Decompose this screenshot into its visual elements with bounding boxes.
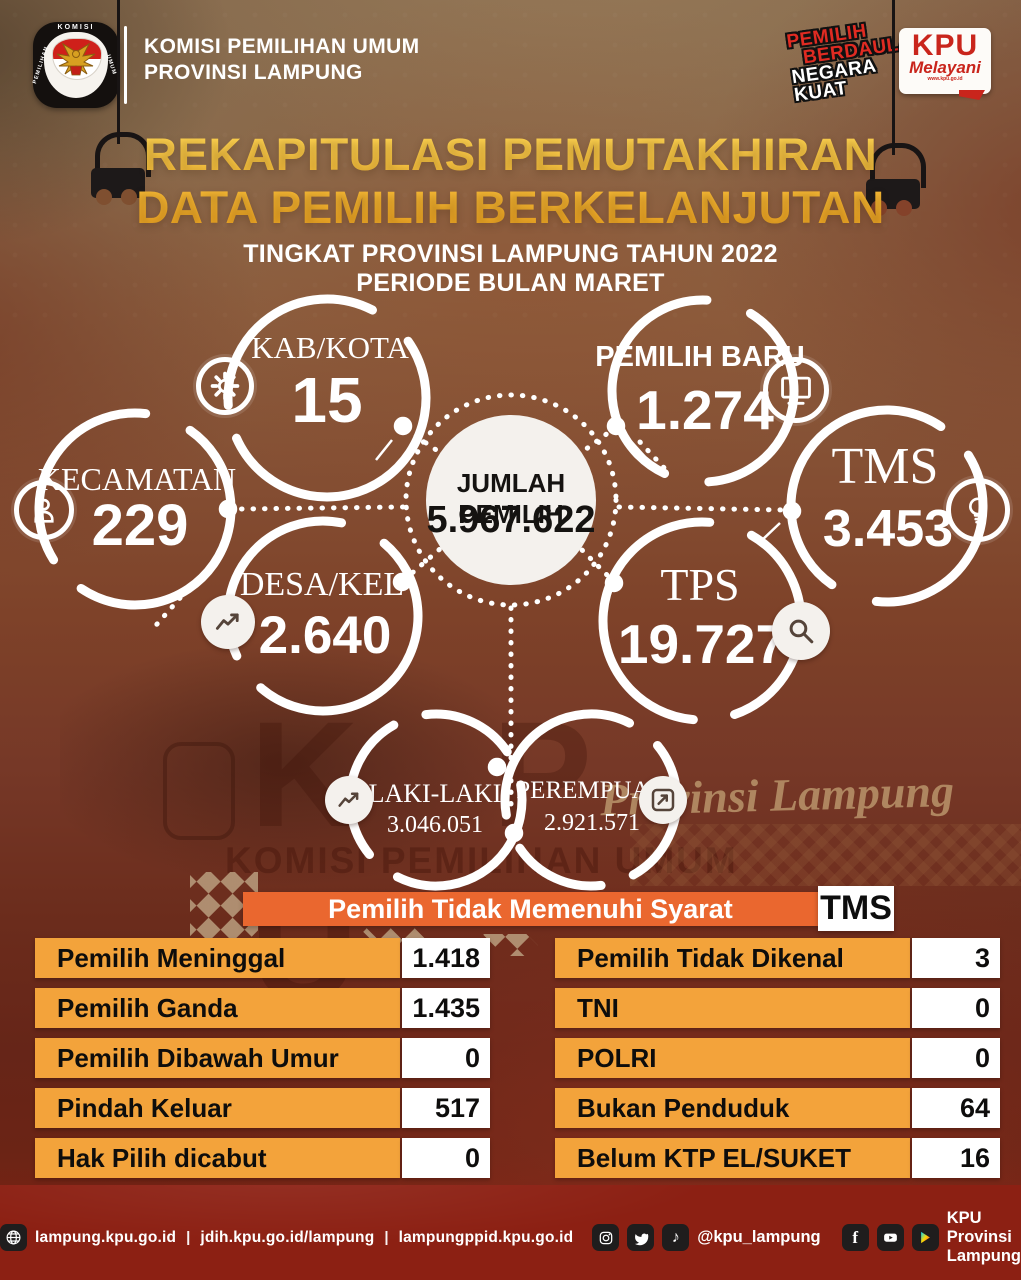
bubble-pemilih-baru-label: PEMILIH BARU [595, 341, 805, 373]
table-row-label: POLRI [555, 1038, 910, 1078]
bubble-kecamatan-label: KECAMATAN [37, 461, 237, 497]
bubble-pemilih-baru-value: 1.274 [636, 379, 774, 441]
table-row-label: Pemilih Meninggal [35, 938, 400, 978]
bubble-laki-laki-value: 3.046.051 [387, 812, 483, 838]
table-row-label: Pemilih Tidak Dikenal [555, 938, 910, 978]
bubble-tms-value: 3.453 [822, 500, 954, 558]
kpu-logo: KOMISI PEMILIHAN UMUM [32, 22, 119, 108]
page-title-line1: REKAPITULASI PEMUTAKHIRAN [143, 129, 878, 180]
table-row-label: Pindah Keluar [35, 1088, 400, 1128]
bubble-tps-value: 19.727 [617, 613, 787, 675]
lightbulb-icon [946, 478, 1010, 542]
kpu-melayani-ribbon [959, 90, 985, 100]
kpu-logo-shield [44, 32, 108, 98]
table-row-value: 3 [912, 938, 1000, 978]
page-subtitle-line2: PERIODE BULAN MARET [356, 269, 665, 297]
chart-icon [639, 776, 687, 824]
website-link: lampung.kpu.go.id [35, 1228, 177, 1246]
tms-banner: Pemilih Tidak Memenuhi Syarat [243, 892, 818, 926]
table-row-value: 0 [912, 988, 1000, 1028]
tapis-pattern [630, 824, 1021, 886]
bubble-tps-label: TPS [660, 559, 740, 610]
bubble-kecamatan-value: 229 [91, 493, 189, 558]
building-sign-text: KOMISI PEMILIHAN UMUM [225, 840, 738, 881]
table-row-label: Belum KTP EL/SUKET [555, 1138, 910, 1178]
magnifier-icon [772, 602, 830, 660]
globe-icon [0, 1224, 27, 1251]
building-kpu-logo-shape [163, 742, 235, 840]
facebook-icon: f [841, 1224, 869, 1251]
chart-icon [201, 595, 255, 649]
table-row-value: 1.418 [402, 938, 490, 978]
kpu-logo-text-top: KOMISI [57, 24, 95, 31]
jumlah-pemilih-label: JUMLAH PEMILIH [456, 468, 566, 529]
table-row-label: Bukan Penduduk [555, 1088, 910, 1128]
org-name-line1: KOMISI PEMILIHAN UMUM [144, 35, 420, 58]
jumlah-pemilih-value: 5.967.622 [426, 499, 596, 541]
table-row-value: 16 [912, 1138, 1000, 1178]
building-kpu-letters: K P U [250, 690, 636, 1031]
table-row-label: Pemilih Dibawah Umur [35, 1038, 400, 1078]
bubble-kab-kota-value: 15 [291, 364, 363, 436]
kpu-melayani-title: KPU [911, 29, 979, 62]
garuda-icon [56, 42, 96, 76]
table-row-value: 0 [912, 1038, 1000, 1078]
website-link: jdih.kpu.go.id/lampung [200, 1228, 375, 1246]
org-name: KOMISI PEMILIHAN UMUM PROVINSI LAMPUNG [144, 34, 420, 86]
kpu-melayani-url: www.kpu.go.id [927, 76, 963, 82]
kpu-melayani-subtitle: Melayani [909, 58, 981, 77]
monitor-icon [763, 357, 829, 423]
page-subtitle-line1: TINGKAT PROVINSI LAMPUNG TAHUN 2022 [243, 240, 778, 268]
website-link: lampungppid.kpu.go.id [398, 1228, 574, 1246]
table-row-value: 64 [912, 1088, 1000, 1128]
instagram-icon [592, 1224, 620, 1251]
person-icon [14, 480, 74, 540]
tms-banner-text: Pemilih Tidak Memenuhi Syarat [328, 893, 733, 924]
footer-separator: | [186, 1229, 191, 1246]
page-title-line2: DATA PEMILIH BERKELANJUTAN [136, 182, 885, 233]
chart-icon [325, 776, 373, 824]
bubble-desa-kel-label: DESA/KEL [239, 566, 405, 603]
table-row-value: 0 [402, 1038, 490, 1078]
table-row-label: Hak Pilih dicabut [35, 1138, 400, 1178]
twitter-icon [627, 1224, 655, 1251]
table-row-value: 0 [402, 1138, 490, 1178]
gear-icon [196, 357, 254, 415]
bubble-desa-kel-value: 2.640 [258, 606, 392, 665]
bubble-kab-kota-label: KAB/KOTA [251, 330, 409, 365]
kpu-melayani-badge: KPU Melayani www.kpu.go.id [899, 28, 991, 100]
table-row-value: 1.435 [402, 988, 490, 1028]
channel-name: KPU Provinsi Lampung [946, 1209, 1021, 1265]
table-row-label: Pemilih Ganda [35, 988, 400, 1028]
footer: lampung.kpu.go.id | jdih.kpu.go.id/lampu… [0, 1185, 1021, 1280]
header-divider [124, 26, 127, 104]
table-row-value: 517 [402, 1088, 490, 1128]
page-title: REKAPITULASI PEMUTAKHIRAN DATA PEMILIH B… [0, 128, 1021, 234]
tms-tag: TMS [818, 886, 894, 931]
bubble-tms-label: TMS [831, 438, 939, 495]
org-name-line2: PROVINSI LAMPUNG [144, 61, 363, 84]
table-row-label: TNI [555, 988, 910, 1028]
tiktok-icon: ♪ [662, 1224, 690, 1251]
page-subtitle: TINGKAT PROVINSI LAMPUNG TAHUN 2022 PERI… [0, 240, 1021, 298]
bubble-laki-laki-label: LAKI-LAKI [368, 779, 502, 808]
social-handle: @kpu_lampung [697, 1228, 821, 1246]
googleplay-icon [911, 1224, 939, 1251]
footer-separator: | [384, 1229, 389, 1246]
bubble-perempuan-value: 2.921.571 [544, 810, 640, 836]
youtube-icon [876, 1224, 904, 1251]
